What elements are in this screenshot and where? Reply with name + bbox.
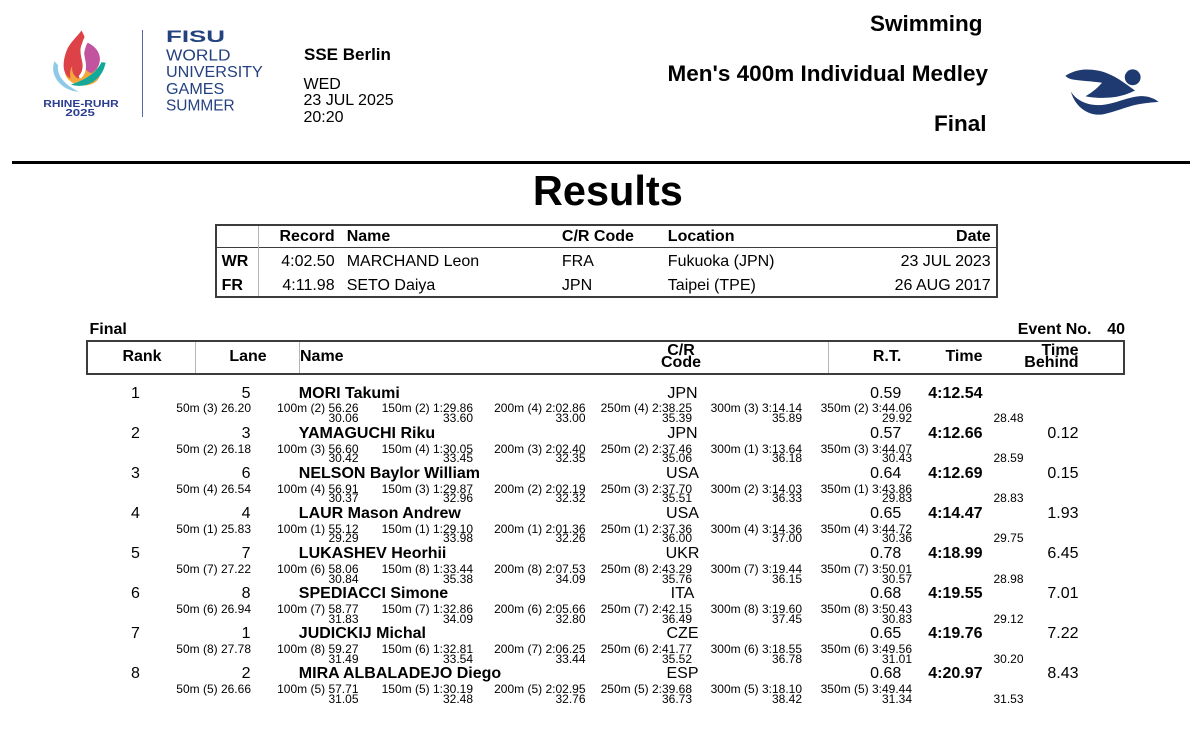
svg-text:GAMES: GAMES	[166, 81, 224, 98]
svg-text:WORLD: WORLD	[166, 48, 231, 65]
svg-text:UNIVERSITY: UNIVERSITY	[166, 64, 263, 81]
svg-text:FISU: FISU	[166, 27, 225, 46]
svg-text:RHINE-RUHR: RHINE-RUHR	[43, 99, 119, 110]
svg-text:SUMMER: SUMMER	[166, 98, 235, 115]
svg-text:2025: 2025	[65, 108, 95, 119]
